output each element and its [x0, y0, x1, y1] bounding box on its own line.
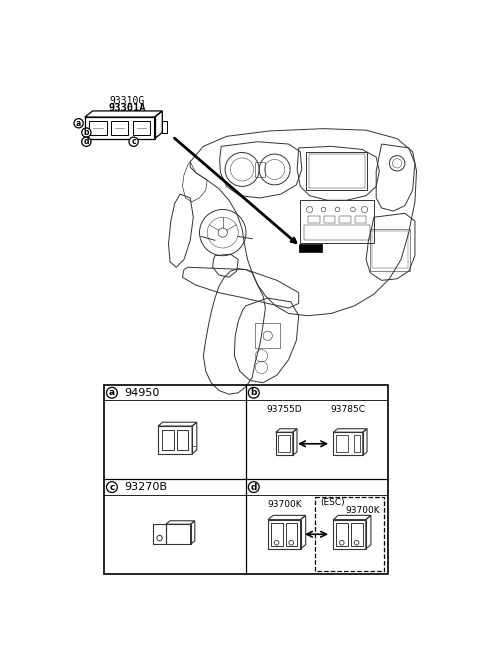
Bar [304, 225, 370, 240]
Circle shape [107, 387, 117, 398]
Text: b: b [84, 128, 89, 138]
Bar [324, 215, 335, 223]
Bar [177, 430, 188, 450]
Circle shape [82, 128, 91, 137]
Text: c: c [132, 138, 136, 147]
Text: a: a [76, 119, 81, 128]
Bar [166, 524, 191, 544]
Text: c: c [109, 483, 115, 492]
Bar [111, 121, 128, 135]
Bar [355, 215, 366, 223]
Bar [333, 519, 366, 549]
Circle shape [74, 119, 83, 128]
Circle shape [82, 137, 91, 146]
Bar [255, 162, 264, 177]
Bar [370, 229, 410, 271]
Text: 93785C: 93785C [331, 405, 366, 414]
Bar [351, 523, 363, 546]
Bar [162, 121, 167, 132]
Circle shape [129, 137, 138, 146]
Bar [154, 524, 166, 544]
Bar [309, 154, 365, 188]
Bar [354, 436, 360, 452]
Bar [271, 523, 283, 546]
Bar [372, 231, 408, 268]
Text: 93301A: 93301A [108, 103, 146, 113]
Bar [158, 426, 192, 454]
Bar [89, 121, 107, 135]
Bar [334, 432, 363, 455]
Bar [278, 436, 290, 452]
Bar [336, 523, 348, 546]
Bar [339, 215, 350, 223]
Bar [308, 215, 320, 223]
Text: 93270B: 93270B [124, 482, 168, 492]
Bar [306, 152, 367, 190]
Bar [162, 430, 174, 450]
Bar [276, 432, 293, 455]
Circle shape [248, 481, 259, 493]
Text: d: d [84, 138, 89, 147]
Bar [255, 324, 280, 348]
Bar [85, 117, 155, 139]
Text: d: d [251, 483, 257, 492]
Text: b: b [251, 388, 257, 398]
Circle shape [107, 481, 117, 493]
Bar [315, 497, 384, 571]
Text: 94950: 94950 [124, 388, 160, 398]
Bar [286, 523, 298, 546]
Bar [299, 244, 322, 252]
Text: 93755D: 93755D [266, 405, 302, 414]
Text: a: a [109, 388, 115, 398]
Bar [336, 436, 348, 452]
Bar [268, 519, 300, 549]
Bar [104, 385, 388, 574]
Text: 93310G: 93310G [110, 96, 145, 105]
Bar [300, 200, 374, 242]
Bar [133, 121, 150, 135]
Text: 93700K: 93700K [345, 506, 380, 515]
Circle shape [248, 387, 259, 398]
Text: (ESC): (ESC) [320, 498, 345, 507]
Text: 93700K: 93700K [267, 500, 301, 508]
